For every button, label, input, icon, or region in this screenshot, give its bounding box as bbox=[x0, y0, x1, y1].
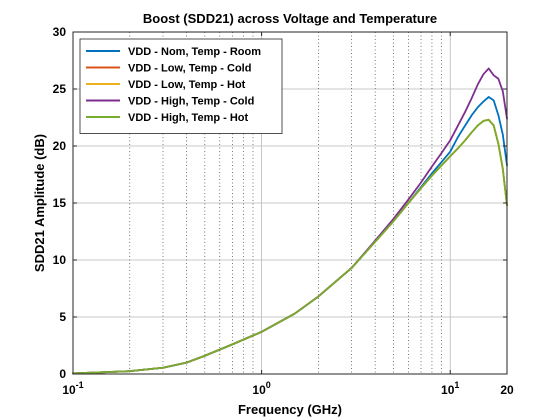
x-tick-label: 101 bbox=[441, 380, 459, 397]
y-tick-label: 5 bbox=[59, 310, 66, 324]
y-tick-label: 20 bbox=[53, 139, 67, 153]
chart-title: Boost (SDD21) across Voltage and Tempera… bbox=[143, 11, 437, 26]
y-tick-label: 0 bbox=[59, 367, 66, 381]
x-tick-label: 100 bbox=[252, 380, 270, 397]
y-tick-label: 25 bbox=[53, 82, 67, 96]
x-tick-label: 10-1 bbox=[62, 380, 83, 397]
legend-entry-5: VDD - High, Temp - Hot bbox=[128, 112, 249, 124]
y-axis-label: SDD21 Amplitude (dB) bbox=[32, 134, 47, 272]
legend-entry-2: VDD - Low, Temp - Cold bbox=[128, 63, 251, 75]
y-tick-label: 30 bbox=[53, 25, 67, 39]
x-axis-label: Frequency (GHz) bbox=[238, 402, 342, 417]
x-tick-label: 20 bbox=[500, 383, 514, 397]
legend-entry-3: VDD - Low, Temp - Hot bbox=[128, 79, 246, 91]
legend-entry-1: VDD - Nom, Temp - Room bbox=[128, 46, 261, 58]
legend: VDD - Nom, Temp - Room VDD - Low, Temp - … bbox=[79, 38, 283, 134]
axis-ticks: 0 5 10 15 20 25 30 10-1 100 101 20 bbox=[53, 25, 514, 397]
series-line-5 bbox=[72, 118, 508, 375]
series-lines bbox=[72, 67, 508, 375]
y-tick-label: 10 bbox=[53, 253, 67, 267]
y-tick-label: 15 bbox=[53, 196, 67, 210]
legend-entry-4: VDD - High, Temp - Cold bbox=[128, 96, 254, 108]
